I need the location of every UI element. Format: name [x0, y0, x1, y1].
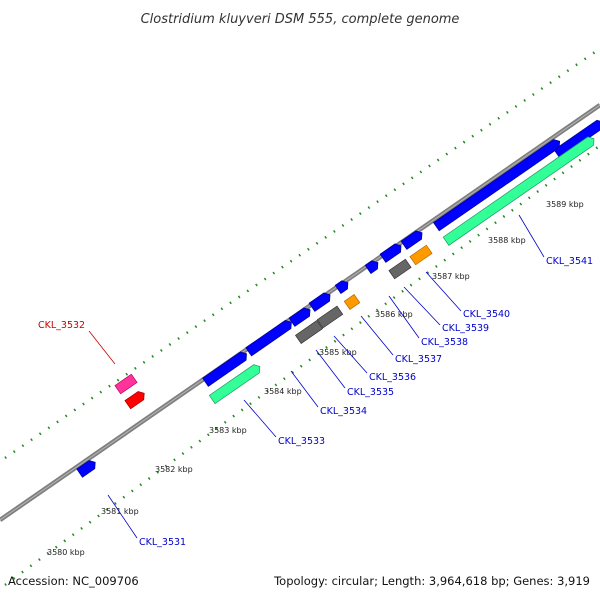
gene-ckl3537-arrow[interactable] — [308, 291, 333, 312]
leader-ckl3536 — [333, 335, 368, 374]
gene-ckl3540-arrow[interactable] — [379, 242, 404, 263]
gene-ckl3536-arrow[interactable] — [288, 306, 313, 327]
tick-label: 3581 kbp — [101, 507, 139, 516]
gene-label-ckl3534[interactable]: CKL_3534 — [320, 406, 367, 417]
gene-ckl3533-feature[interactable] — [208, 362, 262, 405]
gene-label-ckl3540[interactable]: CKL_3540 — [463, 309, 510, 320]
gene-ckl3541-arrow[interactable] — [433, 137, 562, 232]
tick-label: 3584 kbp — [264, 387, 302, 396]
gene-label-ckl3533[interactable]: CKL_3533 — [278, 436, 325, 447]
gene-ckl3532-feature[interactable] — [114, 373, 138, 395]
gene-label-ckl3538[interactable]: CKL_3538 — [421, 337, 468, 348]
leader-ckl3540 — [425, 271, 462, 312]
gene-label-ckl3536[interactable]: CKL_3536 — [369, 372, 416, 383]
inner-tick-ring — [4, 145, 599, 587]
gene-ckl3540b-arrow[interactable] — [400, 229, 425, 250]
leader-lines — [88, 214, 545, 539]
leader-ckl3531 — [107, 494, 138, 539]
leader-ckl3535 — [315, 349, 346, 389]
leader-ckl3539 — [403, 286, 441, 326]
gene-ckl3534-arrow[interactable] — [202, 350, 250, 387]
tick-label: 3587 kbp — [432, 272, 470, 281]
genome-summary-text: Topology: circular; Length: 3,964,618 bp… — [273, 574, 590, 588]
outer-tick-ring — [4, 48, 599, 460]
tick-label: 3588 kbp — [488, 236, 526, 245]
gene-label-ckl3539[interactable]: CKL_3539 — [442, 323, 489, 334]
leader-ckl3541 — [518, 214, 545, 258]
gene-ckl3536-feature[interactable] — [316, 305, 344, 329]
gene-label-ckl3532[interactable]: CKL_3532 — [38, 320, 85, 331]
gene-ckl3532-arrow[interactable] — [124, 389, 147, 410]
gene-label-ckl3531[interactable]: CKL_3531 — [139, 537, 186, 548]
gene-ckl3539-feature[interactable] — [388, 258, 412, 280]
map-title: Clostridium kluyveri DSM 555, complete g… — [141, 12, 460, 27]
gene-ckl3531-arrow[interactable] — [76, 458, 98, 478]
gene-ckl3538-arrow[interactable] — [334, 278, 351, 295]
tick-label: 3589 kbp — [546, 200, 584, 209]
gene-label-ckl3541[interactable]: CKL_3541 — [546, 256, 593, 267]
leader-ckl3533 — [243, 399, 277, 438]
tick-label: 3583 kbp — [209, 426, 247, 435]
leader-ckl3537 — [360, 315, 394, 356]
gene-ckl3540-feature[interactable] — [409, 244, 433, 266]
leader-ckl3534 — [290, 370, 319, 408]
tick-label: 3586 kbp — [375, 310, 413, 319]
accession-text: Accession: NC_009706 — [8, 574, 139, 588]
tick-label: 3580 kbp — [47, 548, 85, 557]
leader-ckl3532 — [88, 330, 116, 365]
gene-label-ckl3537[interactable]: CKL_3537 — [395, 354, 442, 365]
feature-track — [76, 119, 600, 478]
tick-label: 3585 kbp — [319, 348, 357, 357]
leader-ckl3538 — [388, 295, 420, 339]
tick-label: 3582 kbp — [155, 465, 193, 474]
gene-labels: CKL_3531 CKL_3532 CKL_3533 CKL_3534 CKL_… — [38, 256, 593, 548]
gene-ckl3535-arrow[interactable] — [245, 318, 294, 357]
gene-ckl3537-feature[interactable] — [343, 293, 361, 311]
gene-ckl3539-arrow[interactable] — [364, 258, 381, 275]
gene-ckl3535-feature[interactable] — [294, 320, 324, 344]
tick-labels: 3580 kbp 3581 kbp 3582 kbp 3583 kbp 3584… — [47, 200, 584, 557]
gene-label-ckl3535[interactable]: CKL_3535 — [347, 387, 394, 398]
gene-ckl3541-feature[interactable] — [442, 135, 597, 246]
